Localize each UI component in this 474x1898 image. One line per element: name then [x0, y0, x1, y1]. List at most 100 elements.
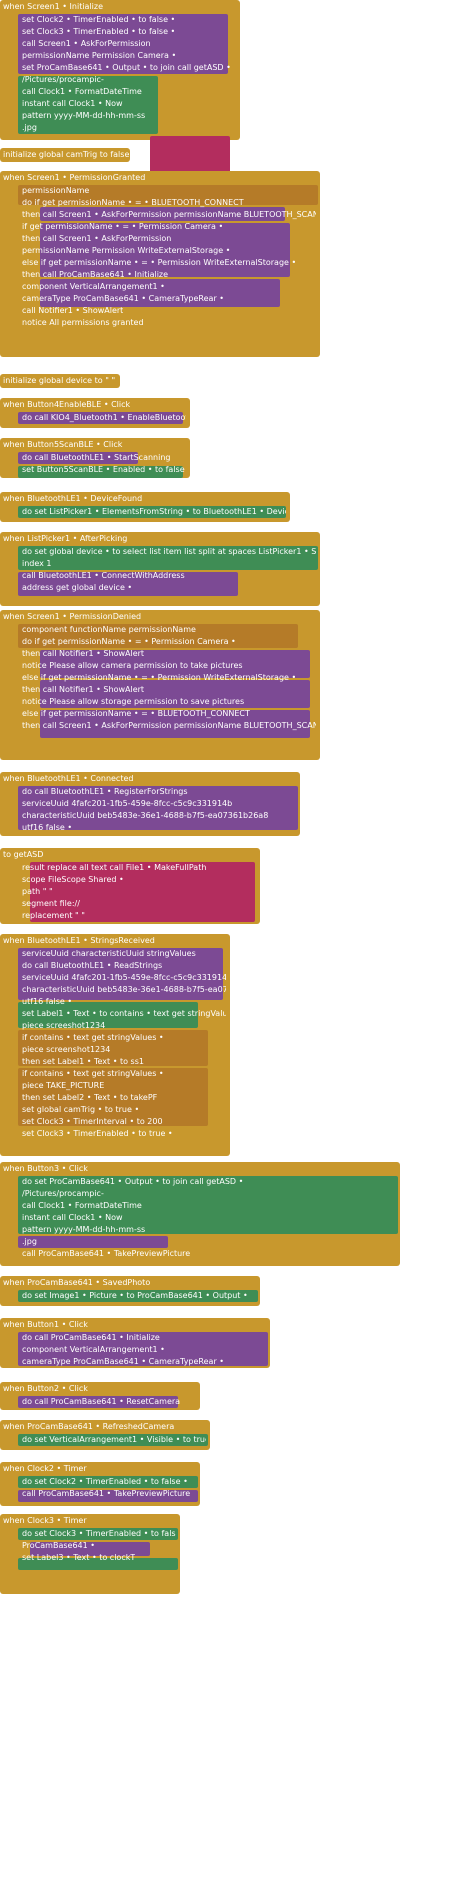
- block-button2-click[interactable]: when Button2 • Click do call ProCamBase64…: [0, 1382, 200, 1410]
- block-line: set Clock3 • TimerEnabled • to false •: [22, 27, 176, 36]
- block-line: ProCamBase641 •: [22, 1541, 95, 1550]
- block-line: cameraType ProCamBase641 • CameraTypeRea…: [22, 294, 224, 303]
- block-listpicker1-afterpicking[interactable]: when ListPicker1 • AfterPicking do set gl…: [0, 532, 320, 606]
- block-bluetoothle1-stringsreceived[interactable]: when BluetoothLE1 • StringsReceived servi…: [0, 934, 230, 1156]
- block-line: utf16 false •: [22, 823, 73, 832]
- block-line: /Pictures/procampic-: [22, 1189, 104, 1198]
- block-line: address get global device •: [22, 583, 133, 592]
- block-line: else if get permissionName • = • Permiss…: [22, 673, 297, 682]
- block-line: call ProCamBase641 • TakePreviewPicture: [22, 1249, 191, 1258]
- inner-statement[interactable]: [18, 1396, 178, 1408]
- block-procambase641-refreshedcamera[interactable]: when ProCamBase641 • RefreshedCamera do s…: [0, 1420, 210, 1450]
- inner-statement[interactable]: [18, 1290, 258, 1302]
- block-line: then call Screen1 • AskForPermission: [22, 234, 172, 243]
- block-button4enableble-click[interactable]: when Button4EnableBLE • Click do call KIO…: [0, 398, 190, 428]
- inner-statement[interactable]: [30, 1542, 150, 1556]
- inner-statement[interactable]: [18, 786, 298, 830]
- block-init-camtrig[interactable]: initialize global camTrig to false •: [0, 148, 137, 162]
- inner-statement[interactable]: [18, 1332, 268, 1366]
- block-line: permissionName Permission Camera •: [22, 51, 177, 60]
- inner-statement[interactable]: [40, 680, 310, 708]
- block-clock2-timer[interactable]: when Clock2 • Timer do set Clock2 • Timer…: [0, 1462, 200, 1506]
- block-screen1-initialize[interactable]: when Screen1 • Initialize set Clock2 • Ti…: [0, 0, 240, 194]
- block-screen1-permissiondenied[interactable]: when Screen1 • PermissionDenied component…: [0, 610, 320, 760]
- inner-statement[interactable]: [18, 506, 286, 518]
- inner-statement[interactable]: [18, 1558, 178, 1570]
- block-line: characteristicUuid beb5483e-36e1-4688-b7…: [22, 811, 269, 820]
- block-line: notice Please allow storage permission t…: [22, 697, 245, 706]
- block-line: instant call Clock1 • Now: [22, 99, 123, 108]
- block-line: do set Clock2 • TimerEnabled • to false …: [22, 1477, 188, 1486]
- block-line: notice All permissions granted: [22, 318, 144, 327]
- inner-statement[interactable]: [18, 1236, 168, 1248]
- inner-statement[interactable]: [18, 1030, 208, 1066]
- block-line: component VerticalArrangement1 •: [22, 1345, 165, 1354]
- inner-statement[interactable]: [18, 1176, 398, 1234]
- block-line: instant call Clock1 • Now: [22, 1213, 123, 1222]
- block-line: else if get permissionName • = • Permiss…: [22, 258, 297, 267]
- inner-statement[interactable]: [18, 546, 318, 570]
- block-line: set ProCamBase641 • Output • to join cal…: [22, 63, 231, 72]
- block-init-device[interactable]: initialize global device to " ": [0, 374, 120, 388]
- block-line: then call Notifier1 • ShowAlert: [22, 685, 145, 694]
- inner-statement[interactable]: [18, 466, 183, 478]
- inner-statement[interactable]: [18, 1002, 198, 1028]
- block-to-getasd[interactable]: to getASD result replace all text call Fi…: [0, 848, 260, 924]
- inner-statement[interactable]: [18, 1476, 198, 1488]
- block-header: when BluetoothLE1 • StringsReceived: [3, 936, 155, 945]
- inner-statement[interactable]: [40, 279, 280, 307]
- block-line: set global camTrig • to true •: [22, 1105, 140, 1114]
- block-line: do call KIO4_Bluetooth1 • EnableBluetoot…: [22, 413, 186, 422]
- block-header: to getASD: [3, 850, 44, 859]
- block-line: do call BluetoothLE1 • RegisterForString…: [22, 787, 188, 796]
- inner-statement[interactable]: [18, 1068, 208, 1126]
- inner-statement[interactable]: [18, 76, 158, 134]
- block-header: when Button1 • Click: [3, 1320, 88, 1329]
- inner-statement[interactable]: [40, 223, 290, 277]
- block-line: then call Notifier1 • ShowAlert: [22, 649, 145, 658]
- block-line: .jpg: [22, 1237, 37, 1246]
- block-header: when Screen1 • Initialize: [3, 2, 104, 11]
- block-button5scanble-click[interactable]: when Button5ScanBLE • Click do call Bluet…: [0, 438, 190, 478]
- inner-statement[interactable]: [18, 624, 298, 648]
- block-line: permissionName Permission WriteExternalS…: [22, 246, 231, 255]
- block-line: then set Label2 • Text • to takePF: [22, 1093, 158, 1102]
- block-line: call Notifier1 • ShowAlert: [22, 306, 124, 315]
- inner-statement[interactable]: [18, 948, 223, 1000]
- inner-statement[interactable]: [40, 710, 310, 738]
- block-line: do if get permissionName • = • BLUETOOTH…: [22, 198, 244, 207]
- inner-statement[interactable]: [40, 207, 285, 221]
- block-line: do call BluetoothLE1 • ReadStrings: [22, 961, 163, 970]
- inner-statement[interactable]: [18, 1528, 178, 1540]
- block-line: index 1: [22, 559, 52, 568]
- block-button1-click[interactable]: when Button1 • Click do call ProCamBase64…: [0, 1318, 270, 1368]
- block-button3-click[interactable]: when Button3 • Click do set ProCamBase641…: [0, 1162, 400, 1266]
- inner-statement[interactable]: [18, 412, 183, 424]
- inner-statement[interactable]: [18, 185, 318, 205]
- block-line: set Clock3 • TimerInterval • to 200: [22, 1117, 163, 1126]
- block-bluetoothle1-connected[interactable]: when BluetoothLE1 • Connected do call Blu…: [0, 772, 300, 836]
- block-header: when Button2 • Click: [3, 1384, 88, 1393]
- block-line: do if get permissionName • = • Permissio…: [22, 637, 236, 646]
- inner-statement[interactable]: [18, 1434, 208, 1446]
- block-procambase641-savedphoto[interactable]: when ProCamBase641 • SavedPhoto do set Im…: [0, 1276, 260, 1306]
- inner-statement[interactable]: [40, 650, 310, 678]
- block-screen1-permissiongranted[interactable]: when Screen1 • PermissionGranted permissi…: [0, 171, 320, 357]
- block-line: component VerticalArrangement1 •: [22, 282, 165, 291]
- block-line: characteristicUuid beb5483e-36e1-4688-b7…: [22, 985, 226, 994]
- block-line: do set VerticalArrangement1 • Visible • …: [22, 1435, 206, 1444]
- block-bluetoothle1-devicefound[interactable]: when BluetoothLE1 • DeviceFound do set Li…: [0, 492, 290, 522]
- block-line: permissionName: [22, 186, 90, 195]
- block-clock3-timer[interactable]: when Clock3 • Timer do set Clock3 • Timer…: [0, 1514, 180, 1594]
- block-header: initialize global camTrig to false •: [3, 150, 137, 159]
- block-header: when Button5ScanBLE • Click: [3, 440, 123, 449]
- inner-statement[interactable]: [18, 572, 238, 596]
- inner-statement[interactable]: [18, 1490, 198, 1502]
- inner-statement[interactable]: [18, 14, 228, 74]
- inner-statement[interactable]: [18, 452, 138, 464]
- block-line: replacement " ": [22, 911, 85, 920]
- block-line: then call Screen1 • AskForPermission per…: [22, 721, 316, 730]
- inner-statement[interactable]: [30, 862, 255, 922]
- block-header: when BluetoothLE1 • Connected: [3, 774, 134, 783]
- block-line: utf16 false •: [22, 997, 73, 1006]
